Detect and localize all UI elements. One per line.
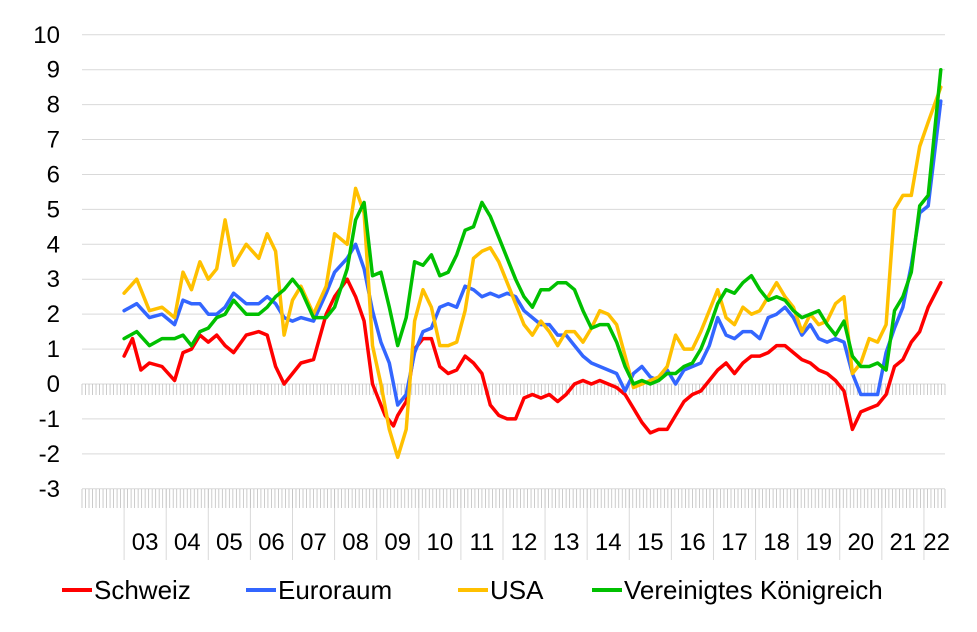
x-tick-label: 05 bbox=[216, 529, 243, 556]
legend-label-2: USA bbox=[490, 575, 544, 605]
y-tick-label: 5 bbox=[47, 196, 60, 223]
y-tick-label: 3 bbox=[47, 266, 60, 293]
y-tick-label: -2 bbox=[39, 441, 60, 468]
gridlines bbox=[82, 34, 945, 490]
x-tick-label: 07 bbox=[300, 529, 327, 556]
x-tick-label: 21 bbox=[890, 529, 917, 556]
series-line-0 bbox=[122, 277, 943, 435]
x-tick-label: 06 bbox=[258, 529, 285, 556]
y-tick-label: 6 bbox=[47, 161, 60, 188]
x-tick-label: 14 bbox=[595, 529, 622, 556]
y-tick-label: -1 bbox=[39, 406, 60, 433]
x-tick-label: 04 bbox=[174, 529, 201, 556]
x-tick-label: 03 bbox=[132, 529, 159, 556]
y-tick-label: 8 bbox=[47, 92, 60, 119]
legend: Schweiz Euroraum USA Vereinigtes Königreich bbox=[62, 575, 883, 605]
x-tick-label: 17 bbox=[721, 529, 748, 556]
x-tick-label: 22 bbox=[923, 529, 950, 556]
x-tick-label: 16 bbox=[679, 529, 706, 556]
series-line-3 bbox=[122, 67, 943, 386]
legend-label-1: Euroraum bbox=[278, 575, 392, 605]
series-line-1 bbox=[122, 99, 943, 407]
series-line-2 bbox=[122, 85, 943, 460]
x-tick-label: 10 bbox=[426, 529, 453, 556]
x-axis-minor-ticks bbox=[81, 384, 946, 560]
x-tick-label: 15 bbox=[637, 529, 664, 556]
x-tick-label: 20 bbox=[847, 529, 874, 556]
x-tick-label: 11 bbox=[469, 529, 494, 556]
y-tick-label: -3 bbox=[39, 476, 60, 503]
y-tick-label: 7 bbox=[47, 127, 60, 154]
x-axis: 03 04 05 06 07 08 09 10 11 12 13 14 15 16 17 18 19 20 21 22 bbox=[132, 529, 950, 556]
y-tick-label: 2 bbox=[47, 301, 60, 328]
series-lines bbox=[122, 67, 943, 460]
x-tick-label: 09 bbox=[384, 529, 411, 556]
y-tick-label: 1 bbox=[47, 336, 60, 363]
legend-label-0: Schweiz bbox=[94, 575, 191, 605]
x-tick-label: 12 bbox=[511, 529, 538, 556]
x-tick-label: 18 bbox=[763, 529, 790, 556]
y-tick-label: 4 bbox=[47, 231, 60, 258]
legend-label-3: Vereinigtes Königreich bbox=[624, 575, 883, 605]
y-tick-label: 10 bbox=[33, 22, 60, 49]
y-tick-label: 0 bbox=[47, 371, 60, 398]
x-tick-label: 13 bbox=[553, 529, 580, 556]
x-tick-label: 19 bbox=[805, 529, 832, 556]
x-tick-label: 08 bbox=[342, 529, 369, 556]
y-tick-label: 9 bbox=[47, 57, 60, 84]
